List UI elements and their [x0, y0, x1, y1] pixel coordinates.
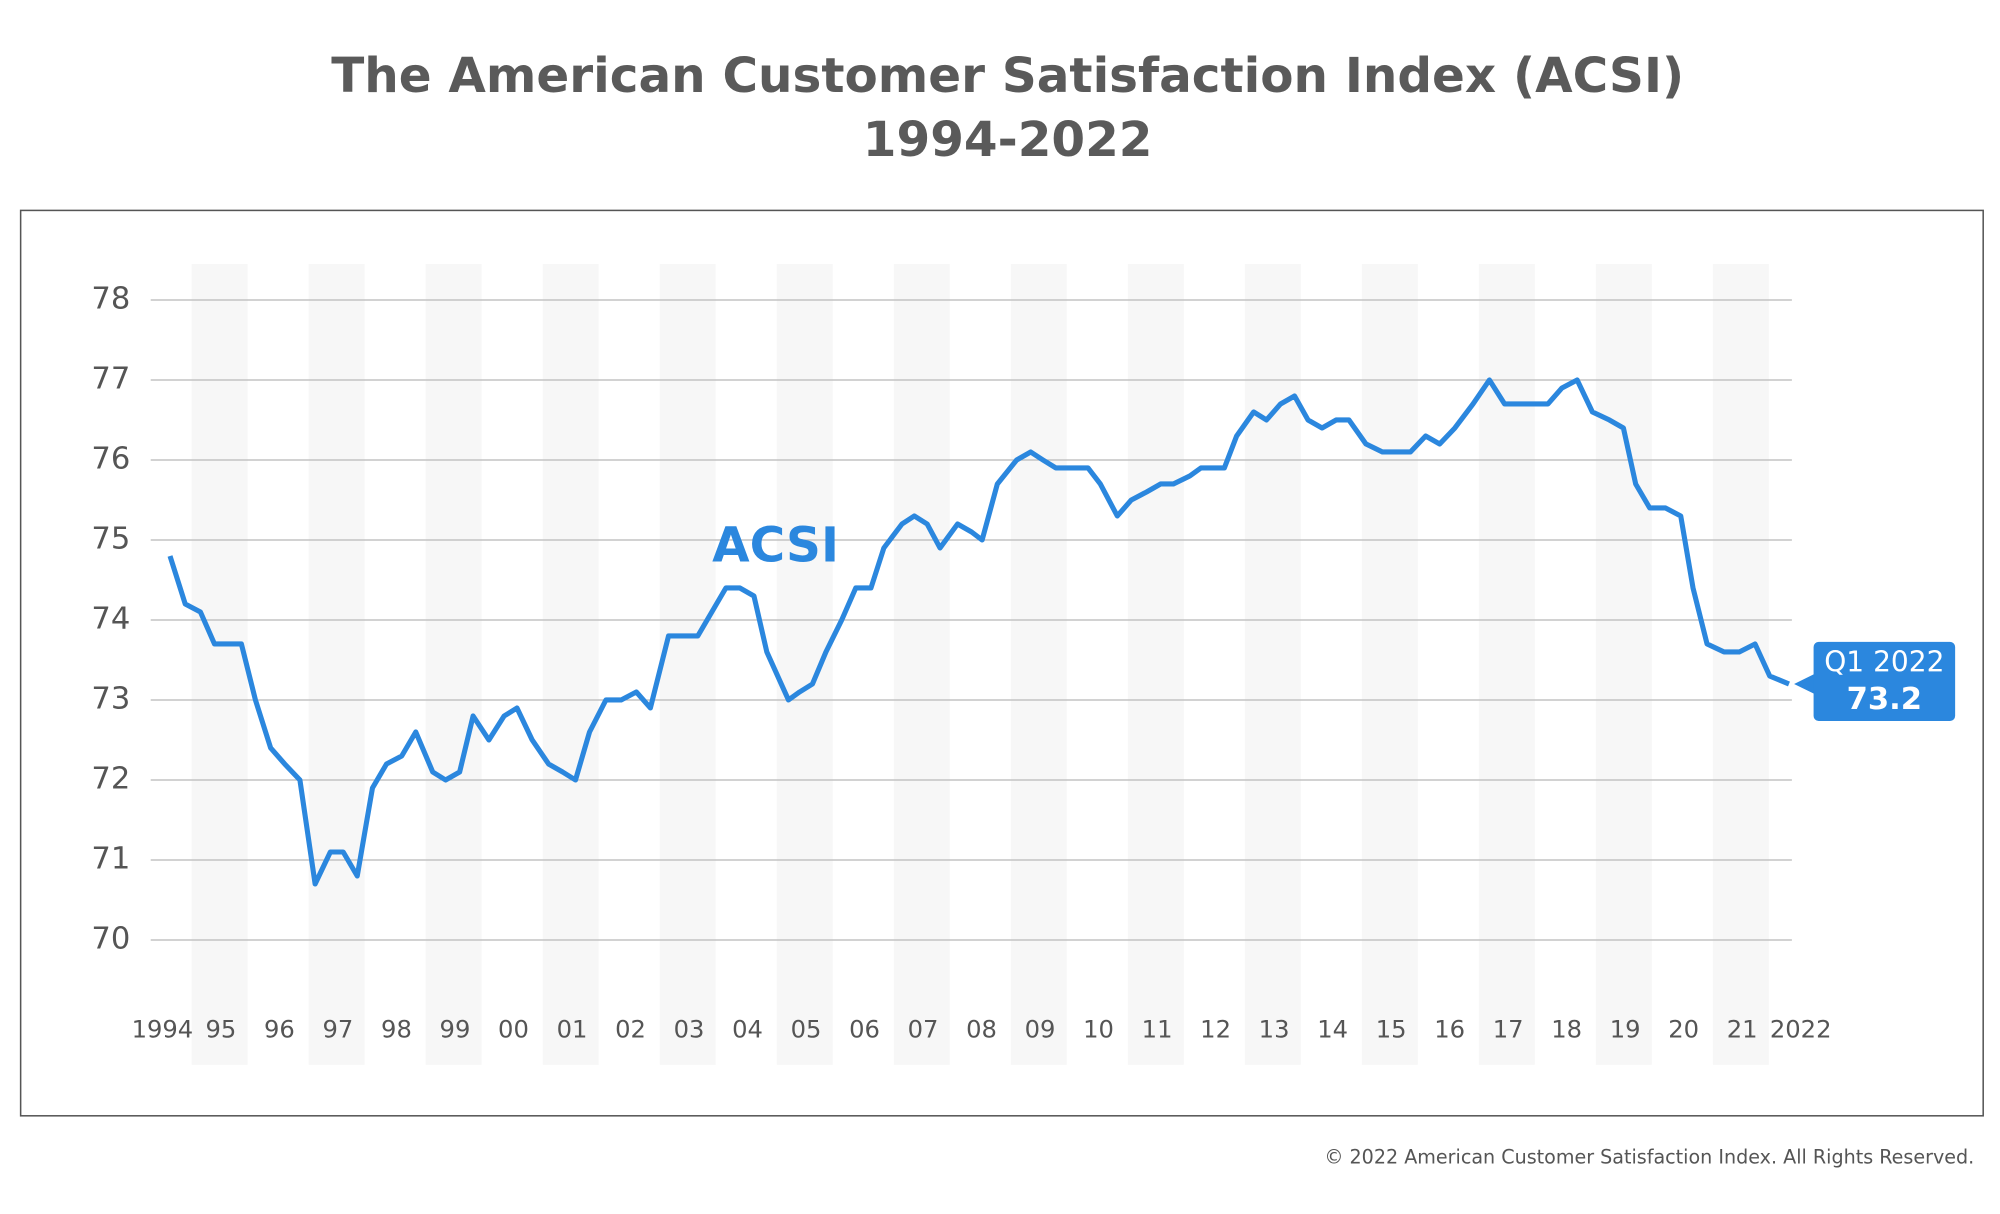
year-band — [1595, 263, 1652, 1065]
y-tick-label: 72 — [91, 761, 130, 796]
x-tick-label: 16 — [1434, 1015, 1465, 1043]
y-tick-label: 78 — [91, 281, 130, 316]
x-tick-label: 07 — [908, 1015, 939, 1043]
x-tick-label: 09 — [1025, 1015, 1056, 1043]
year-band — [1010, 263, 1067, 1065]
callout-pointer — [1794, 673, 1815, 695]
year-band — [308, 263, 365, 1065]
callout-value: 73.2 — [1847, 682, 1922, 717]
x-tick-label: 06 — [849, 1015, 880, 1043]
x-tick-label: 21 — [1727, 1015, 1758, 1043]
x-tick-label: 2022 — [1770, 1015, 1832, 1043]
x-tick-label: 10 — [1083, 1015, 1114, 1043]
x-tick-label: 04 — [732, 1015, 763, 1043]
year-band — [659, 263, 716, 1065]
footer: © 2022 American Customer Satisfaction In… — [1324, 1145, 1974, 1168]
year-band — [425, 263, 482, 1065]
x-tick-label: 05 — [791, 1015, 822, 1043]
x-tick-label: 98 — [381, 1015, 412, 1043]
y-tick-label: 71 — [91, 841, 130, 876]
x-tick-label: 20 — [1668, 1015, 1699, 1043]
year-band — [1244, 263, 1301, 1065]
chart-subtitle: 1994-2022 — [863, 112, 1153, 168]
year-band — [776, 263, 833, 1065]
y-tick-label: 73 — [91, 681, 130, 716]
plot-area: 1994 95 96 97 98 99 00 01 02 03 04 05 06 07 08 09 10 11 12… — [91, 281, 1956, 1043]
chart-title: The American Customer Satisfaction Index… — [331, 48, 1684, 104]
callout-box — [1813, 641, 1956, 721]
y-tick-label: 77 — [91, 361, 130, 396]
x-tick-label: 03 — [674, 1015, 705, 1043]
x-tick-label: 14 — [1317, 1015, 1348, 1043]
callout-label: Q1 2022 — [1824, 646, 1944, 679]
year-band — [191, 263, 248, 1065]
x-tick-label: 02 — [615, 1015, 646, 1043]
x-tick-label: 17 — [1493, 1015, 1524, 1043]
x-tick-label: 19 — [1610, 1015, 1641, 1043]
x-tick-label: 13 — [1259, 1015, 1290, 1043]
year-band — [1712, 263, 1769, 1065]
x-tick-label: 1994 — [132, 1015, 194, 1043]
y-tick-label: 70 — [91, 921, 130, 956]
x-tick-label: 95 — [206, 1015, 237, 1043]
year-band — [1478, 263, 1535, 1065]
series-label: ACSI — [712, 517, 839, 573]
year-band — [1361, 263, 1418, 1065]
x-tick-label: 99 — [440, 1015, 471, 1043]
x-tick-label: 12 — [1200, 1015, 1231, 1043]
year-band — [542, 263, 599, 1065]
x-tick-label: 00 — [498, 1015, 529, 1043]
x-tick-label: 18 — [1551, 1015, 1582, 1043]
year-band — [893, 263, 950, 1065]
x-tick-label: 11 — [1142, 1015, 1173, 1043]
y-tick-label: 75 — [91, 521, 130, 556]
series-line — [167, 377, 1790, 887]
x-tick-label: 97 — [323, 1015, 354, 1043]
x-tick-label: 08 — [966, 1015, 997, 1043]
x-tick-label: 96 — [264, 1015, 295, 1043]
x-tick-label: 01 — [557, 1015, 588, 1043]
year-band — [1127, 263, 1184, 1065]
x-tick-label: 15 — [1376, 1015, 1407, 1043]
year-bands — [191, 263, 1769, 1065]
y-tick-label: 74 — [91, 601, 130, 636]
y-tick-label: 76 — [91, 441, 130, 476]
